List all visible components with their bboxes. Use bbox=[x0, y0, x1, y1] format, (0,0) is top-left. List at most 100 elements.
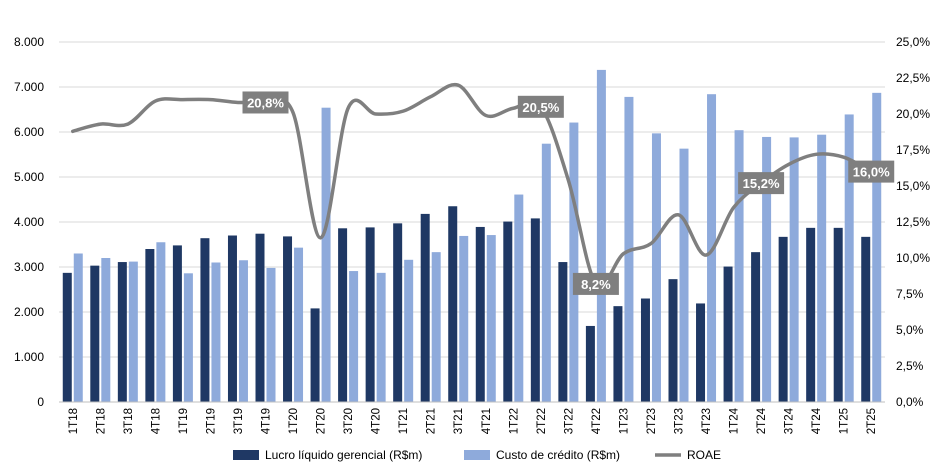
right-tick-label: 25,0% bbox=[896, 35, 930, 49]
right-tick-label: 5,0% bbox=[896, 323, 924, 337]
x-tick-label: 3T23 bbox=[674, 408, 686, 434]
x-tick-label: 2T18 bbox=[95, 408, 107, 434]
bar-lucro bbox=[256, 234, 265, 402]
x-tick-label: 1T25 bbox=[839, 408, 851, 434]
bar-lucro bbox=[641, 299, 650, 403]
bar-lucro bbox=[724, 267, 733, 402]
bar-custo bbox=[597, 70, 606, 402]
legend-roae: ROAE bbox=[655, 448, 721, 462]
legend-swatch bbox=[233, 450, 259, 460]
legend-label: ROAE bbox=[687, 448, 721, 462]
bar-lucro bbox=[228, 236, 237, 403]
right-tick-label: 0,0% bbox=[896, 395, 924, 409]
bar-custo bbox=[322, 108, 331, 402]
x-tick-label: 2T22 bbox=[536, 408, 548, 434]
legend-label: Custo de crédito (R$m) bbox=[496, 448, 620, 462]
roae-data-label: 16,0% bbox=[848, 161, 894, 183]
x-tick-label: 3T19 bbox=[233, 408, 245, 434]
right-tick-label: 7,5% bbox=[896, 287, 924, 301]
bar-lucro bbox=[283, 236, 292, 402]
right-tick-label: 12,5% bbox=[896, 215, 930, 229]
bar-lucro bbox=[448, 206, 457, 402]
legend: Lucro líquido gerencial (R$m) Custo de cr… bbox=[233, 448, 721, 462]
right-tick-label: 10,0% bbox=[896, 251, 930, 265]
bar-lucro bbox=[751, 252, 760, 402]
right-tick-label: 20,0% bbox=[896, 107, 930, 121]
bar-custo bbox=[211, 263, 220, 403]
x-tick-label: 4T21 bbox=[481, 408, 493, 434]
x-tick-label: 1T22 bbox=[508, 408, 520, 434]
roae-data-label-text: 16,0% bbox=[853, 165, 890, 180]
bar-lucro bbox=[311, 308, 320, 402]
bar-lucro bbox=[173, 245, 182, 402]
bar-lucro bbox=[476, 227, 485, 402]
bar-custo bbox=[872, 93, 881, 402]
roae-data-label-text: 15,2% bbox=[743, 176, 780, 191]
bar-custo bbox=[432, 252, 441, 402]
roae-data-label-text: 20,8% bbox=[247, 95, 284, 110]
bar-lucro bbox=[806, 228, 815, 402]
bar-lucro bbox=[586, 326, 595, 402]
x-tick-label: 3T24 bbox=[784, 407, 796, 434]
bar-custo bbox=[156, 242, 165, 402]
bar-custo bbox=[459, 236, 468, 402]
bar-custo bbox=[294, 248, 303, 402]
x-tick-label: 2T25 bbox=[866, 408, 878, 434]
roae-data-label: 15,2% bbox=[738, 172, 784, 194]
bar-custo bbox=[790, 137, 799, 402]
bar-lucro bbox=[669, 279, 678, 402]
bar-custo bbox=[680, 149, 689, 402]
x-tick-label: 1T23 bbox=[618, 408, 630, 434]
bar-lucro bbox=[90, 266, 99, 402]
left-tick-label: 0 bbox=[37, 395, 44, 409]
x-tick-label: 1T18 bbox=[68, 408, 80, 434]
bar-custo bbox=[652, 133, 661, 402]
roae-data-label: 20,5% bbox=[518, 96, 564, 118]
left-tick-label: 5.000 bbox=[14, 170, 44, 184]
roae-data-label: 8,2% bbox=[573, 273, 619, 295]
bar-lucro bbox=[63, 273, 72, 402]
bar-lucro bbox=[366, 227, 375, 402]
bar-lucro bbox=[503, 222, 512, 402]
left-tick-label: 4.000 bbox=[14, 215, 44, 229]
bar-lucro bbox=[338, 228, 347, 402]
bar-custo bbox=[101, 258, 110, 402]
right-tick-label: 2,5% bbox=[896, 359, 924, 373]
bar-custo bbox=[514, 195, 523, 402]
legend-label: Lucro líquido gerencial (R$m) bbox=[265, 448, 422, 462]
bar-custo bbox=[377, 273, 386, 402]
left-tick-label: 6.000 bbox=[14, 125, 44, 139]
left-tick-label: 3.000 bbox=[14, 260, 44, 274]
bar-lucro bbox=[779, 237, 788, 402]
bar-lucro bbox=[118, 262, 127, 402]
bars bbox=[63, 70, 881, 402]
bar-custo bbox=[129, 262, 138, 402]
legend-swatch bbox=[464, 450, 490, 460]
bar-lucro bbox=[558, 262, 567, 402]
bar-custo bbox=[735, 130, 744, 402]
x-tick-label: 1T19 bbox=[178, 408, 190, 434]
left-tick-label: 2.000 bbox=[14, 305, 44, 319]
right-tick-label: 17,5% bbox=[896, 143, 930, 157]
bar-custo bbox=[267, 268, 276, 402]
legend-lucro: Lucro líquido gerencial (R$m) bbox=[233, 448, 422, 462]
x-tick-label: 1T24 bbox=[729, 407, 741, 434]
bar-lucro bbox=[145, 249, 154, 402]
legend-custo: Custo de crédito (R$m) bbox=[464, 448, 620, 462]
bar-custo bbox=[349, 271, 358, 402]
bar-lucro bbox=[861, 237, 870, 402]
x-tick-label: 2T23 bbox=[646, 408, 658, 434]
x-tick-label: 4T18 bbox=[150, 408, 162, 434]
roae-data-label: 20,8% bbox=[243, 91, 289, 113]
x-tick-label: 4T23 bbox=[701, 408, 713, 434]
roae-data-label-text: 8,2% bbox=[581, 277, 611, 292]
x-tick-label: 1T21 bbox=[398, 408, 410, 434]
bar-lucro bbox=[613, 306, 622, 402]
x-tick-label: 2T24 bbox=[756, 407, 768, 434]
x-tick-label: 1T20 bbox=[288, 408, 300, 434]
bar-custo bbox=[404, 260, 413, 402]
bar-custo bbox=[239, 260, 248, 402]
x-tick-label: 4T20 bbox=[371, 408, 383, 434]
